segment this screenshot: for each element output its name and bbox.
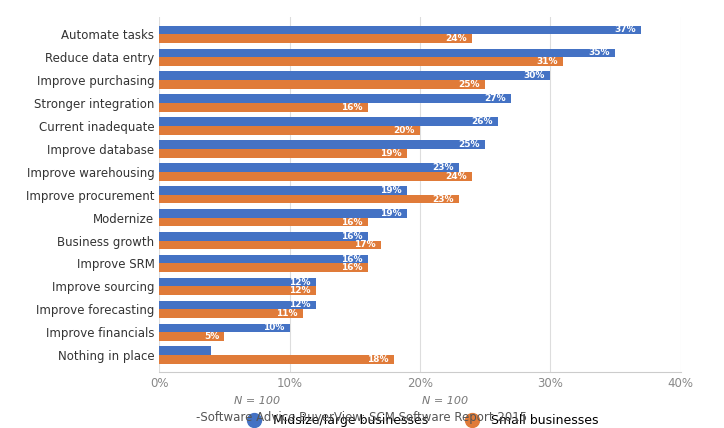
Text: 23%: 23%	[432, 195, 454, 204]
Text: 5%: 5%	[204, 332, 219, 341]
Bar	[159, 172, 472, 181]
Text: 25%: 25%	[458, 80, 480, 89]
Bar	[159, 346, 211, 355]
Text: 27%: 27%	[484, 94, 506, 103]
Text: 18%: 18%	[367, 355, 389, 364]
Text: 17%: 17%	[354, 241, 376, 250]
Text: N = 100: N = 100	[234, 396, 280, 406]
Bar	[159, 232, 368, 241]
Bar	[159, 94, 511, 103]
Bar	[159, 57, 563, 66]
Text: -Software Advice BuyerView: SCM Software Report 2015: -Software Advice BuyerView: SCM Software…	[196, 411, 528, 424]
Bar	[159, 26, 641, 34]
Text: 23%: 23%	[432, 163, 454, 172]
Bar	[159, 186, 407, 195]
Bar	[159, 34, 472, 43]
Bar	[159, 218, 368, 226]
Text: 12%: 12%	[289, 278, 311, 287]
Bar	[159, 278, 316, 286]
Text: 16%: 16%	[341, 217, 363, 226]
Bar	[159, 324, 290, 332]
Text: 37%: 37%	[615, 25, 636, 35]
Text: 12%: 12%	[289, 286, 311, 295]
Bar	[159, 255, 368, 264]
Text: 10%: 10%	[263, 324, 285, 333]
Bar	[159, 332, 224, 341]
Bar	[159, 286, 316, 295]
Text: 26%: 26%	[471, 117, 493, 126]
Text: 25%: 25%	[458, 140, 480, 149]
Legend: Midsize/large businesses, Small businesses: Midsize/large businesses, Small business…	[242, 414, 598, 427]
Text: 30%: 30%	[523, 71, 545, 80]
Text: 24%: 24%	[445, 172, 467, 181]
Text: 19%: 19%	[380, 186, 402, 195]
Text: 11%: 11%	[276, 309, 298, 318]
Text: 31%: 31%	[536, 57, 558, 66]
Text: 16%: 16%	[341, 103, 363, 112]
Bar	[159, 209, 407, 218]
Bar	[159, 71, 550, 80]
Text: 20%: 20%	[393, 126, 415, 135]
Bar	[159, 264, 368, 272]
Text: 12%: 12%	[289, 300, 311, 309]
Text: 16%: 16%	[341, 232, 363, 241]
Bar	[159, 80, 485, 89]
Bar	[159, 309, 303, 318]
Bar	[159, 126, 420, 135]
Text: 19%: 19%	[380, 209, 402, 218]
Bar	[159, 48, 615, 57]
Text: 19%: 19%	[380, 149, 402, 158]
Bar	[159, 117, 498, 126]
Text: 16%: 16%	[341, 263, 363, 272]
Bar	[159, 149, 407, 158]
Bar	[159, 355, 394, 364]
Bar	[159, 300, 316, 309]
Bar	[159, 241, 381, 249]
Bar	[159, 140, 485, 149]
Bar	[159, 163, 459, 172]
Bar	[159, 103, 368, 112]
Text: 24%: 24%	[445, 34, 467, 43]
Bar	[159, 195, 459, 203]
Text: 16%: 16%	[341, 255, 363, 264]
Text: 35%: 35%	[589, 48, 610, 57]
Text: N = 100: N = 100	[422, 396, 468, 406]
